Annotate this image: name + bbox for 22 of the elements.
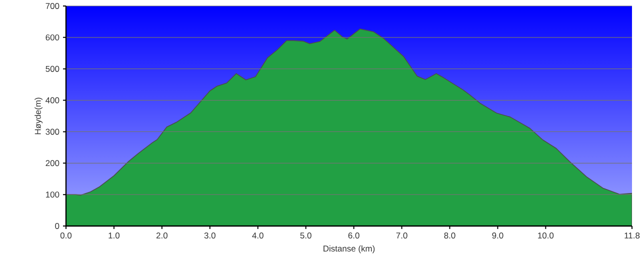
x-axis-title: Distanse (km) [324, 245, 375, 254]
x-tick-label: 9.0 [492, 232, 504, 238]
y-tick-label: 300 [46, 128, 60, 135]
y-tick-label: 0 [55, 223, 60, 229]
x-tick-label: 6.0 [348, 232, 360, 238]
x-tick-label: 4.0 [252, 232, 264, 238]
y-tick-label: 200 [46, 160, 60, 166]
y-tick-label: 700 [46, 3, 60, 9]
x-tick-label: 2.0 [156, 232, 168, 238]
y-tick-label: 600 [46, 34, 60, 40]
x-tick-label: 10.0 [538, 232, 554, 238]
x-tick-label: 3.0 [204, 232, 216, 238]
x-tick-label: 5.0 [300, 232, 312, 238]
y-tick-label: 400 [46, 97, 60, 104]
y-tick-label: 500 [46, 66, 60, 72]
y-axis-title: Høyde(m) [34, 98, 42, 134]
x-tick-label: 7.0 [396, 232, 408, 238]
x-tick-label: 0.0 [60, 232, 72, 238]
y-tick-label: 100 [46, 192, 60, 198]
x-tick-label: 11.8 [624, 232, 640, 238]
x-tick-label: 1.0 [108, 232, 120, 238]
x-tick-label: 8.0 [444, 232, 456, 238]
